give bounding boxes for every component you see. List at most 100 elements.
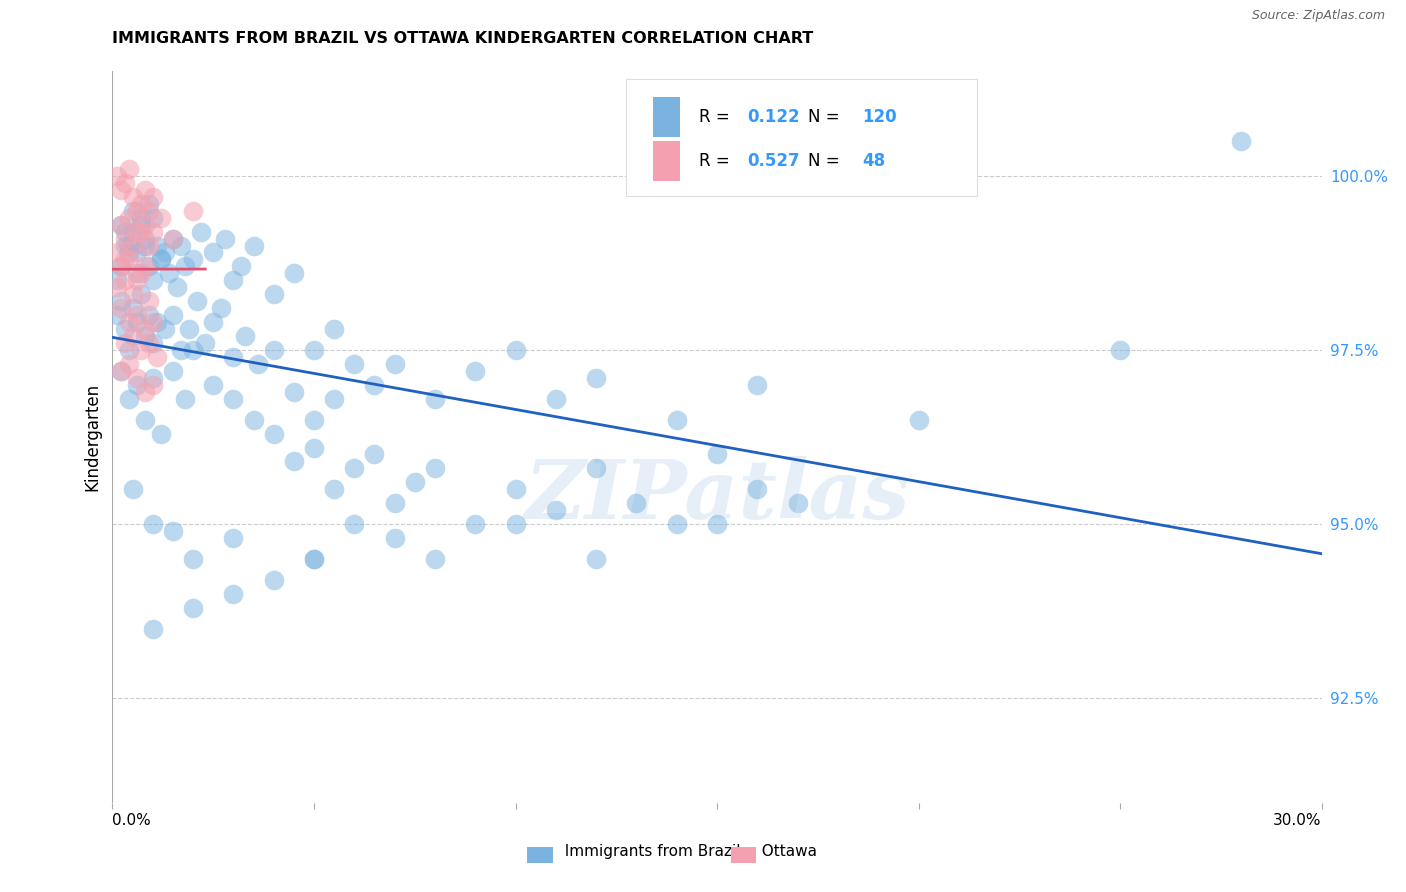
Point [121,329,143,343]
Point [110,260,132,274]
Point [129,343,152,357]
Point [162,308,184,322]
Point [626,496,648,510]
Point [117,161,139,176]
Point [129,211,152,225]
Point [142,371,165,385]
Point [786,496,808,510]
Point [114,336,136,351]
Point [263,343,285,357]
Point [222,587,245,601]
Point [142,190,165,204]
Point [222,531,245,545]
Point [194,336,217,351]
Point [142,225,165,239]
Point [222,350,245,364]
Point [125,266,148,280]
Point [222,392,245,406]
Point [134,329,156,343]
Point [146,350,169,364]
Point [117,252,139,267]
Point [146,238,169,252]
Point [125,308,148,322]
Point [146,315,169,329]
Text: 120: 120 [862,109,897,127]
Point [302,552,325,566]
Point [142,377,165,392]
Point [544,392,567,406]
Text: IMMIGRANTS FROM BRAZIL VS OTTAWA KINDERGARTEN CORRELATION CHART: IMMIGRANTS FROM BRAZIL VS OTTAWA KINDERG… [112,31,814,46]
Point [706,517,728,532]
Point [105,245,128,260]
Point [134,412,156,426]
Point [142,273,165,287]
Point [134,218,156,232]
Point [162,364,184,378]
Point [505,343,527,357]
Point [263,426,285,441]
Point [117,245,139,260]
Point [138,260,160,274]
Point [302,412,325,426]
Point [138,238,160,252]
Point [142,622,165,636]
FancyBboxPatch shape [626,78,977,195]
Point [117,238,139,252]
Point [209,301,232,316]
Point [166,280,188,294]
Point [142,517,165,532]
Point [138,336,160,351]
Point [585,371,607,385]
Point [142,336,165,351]
Point [134,183,156,197]
Point [505,483,527,497]
Point [149,211,172,225]
Point [302,552,325,566]
Point [263,287,285,301]
Point [129,218,152,232]
Point [125,273,148,287]
Point [121,483,143,497]
Point [302,441,325,455]
Point [114,322,136,336]
Point [138,308,160,322]
Point [464,517,486,532]
Point [423,392,446,406]
Text: ZIPatlas: ZIPatlas [524,456,910,535]
Point [190,225,212,239]
Text: 48: 48 [862,153,886,170]
Point [423,461,446,475]
Point [283,384,305,399]
Point [121,301,143,316]
Point [125,245,148,260]
Point [170,238,193,252]
Point [121,190,143,204]
Text: 0.527: 0.527 [748,153,800,170]
FancyBboxPatch shape [652,97,679,137]
Point [544,503,567,517]
Point [302,343,325,357]
Point [121,225,143,239]
Point [110,364,132,378]
Point [138,196,160,211]
Text: N =: N = [807,109,845,127]
Point [134,384,156,399]
Point [242,412,264,426]
Text: 0.122: 0.122 [748,109,800,127]
Point [181,203,204,218]
Point [153,245,176,260]
Point [162,231,184,245]
Point [214,231,236,245]
Point [384,496,406,510]
Point [363,448,385,462]
Point [134,238,156,252]
Point [181,600,204,615]
Point [665,517,688,532]
Point [105,308,128,322]
Text: R =: R = [699,109,735,127]
Text: R =: R = [699,153,735,170]
Point [181,252,204,267]
Text: Ottawa: Ottawa [752,845,817,859]
Point [129,287,152,301]
Point [404,475,426,490]
